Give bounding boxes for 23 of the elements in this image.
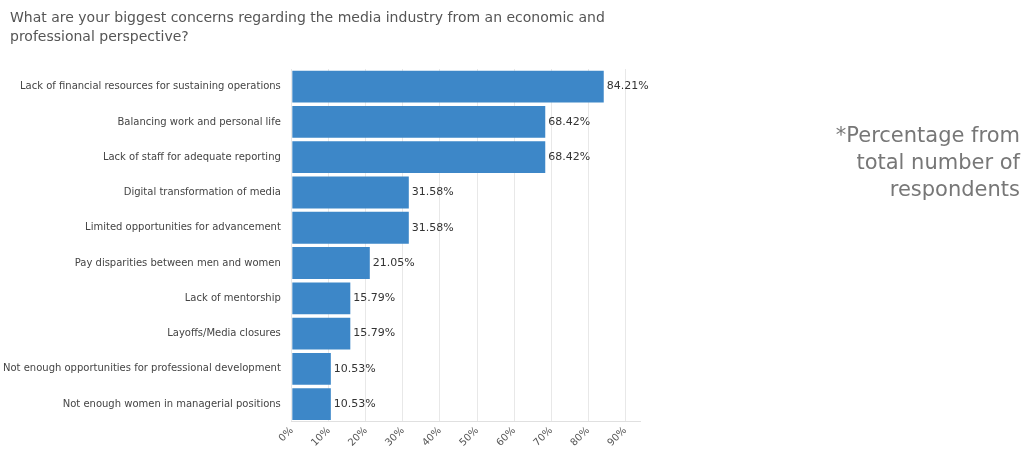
y-tick-label: Balancing work and personal life (117, 115, 281, 127)
y-tick-label: Not enough opportunities for professional development (2, 362, 281, 374)
data-label: 10.53% (333, 361, 376, 375)
chart-title: What are your biggest concerns regarding the media industry from an economic and professional perspective? (10, 8, 606, 46)
data-label: 84.21% (606, 79, 649, 93)
data-label: 15.79% (353, 291, 396, 305)
data-label: 68.42% (548, 150, 591, 164)
y-tick-label: Layoffs/Media closures (167, 327, 281, 339)
x-tick-label: 0% (276, 424, 296, 444)
data-label: 15.79% (353, 326, 396, 340)
y-tick-label: Limited opportunities for advancement (85, 221, 281, 233)
data-label: 68.42% (548, 114, 591, 128)
data-label: 31.58% (411, 185, 454, 199)
y-tick-label: Digital transformation of media (123, 186, 281, 198)
y-tick-label: Lack of financial resources for sustaining operations (20, 80, 281, 92)
y-tick-label: Not enough women in managerial positions (62, 397, 281, 409)
data-label: 31.58% (411, 220, 454, 234)
text: *Percentage from total number of respondents (834, 122, 1020, 203)
data-label: 21.05% (372, 255, 415, 269)
y-tick-label: Pay disparities between men and women (74, 256, 281, 268)
y-tick-label: Lack of staff for adequate reporting (102, 150, 281, 162)
data-label: 10.53% (333, 397, 376, 411)
y-tick-label: Lack of mentorship (184, 291, 281, 303)
